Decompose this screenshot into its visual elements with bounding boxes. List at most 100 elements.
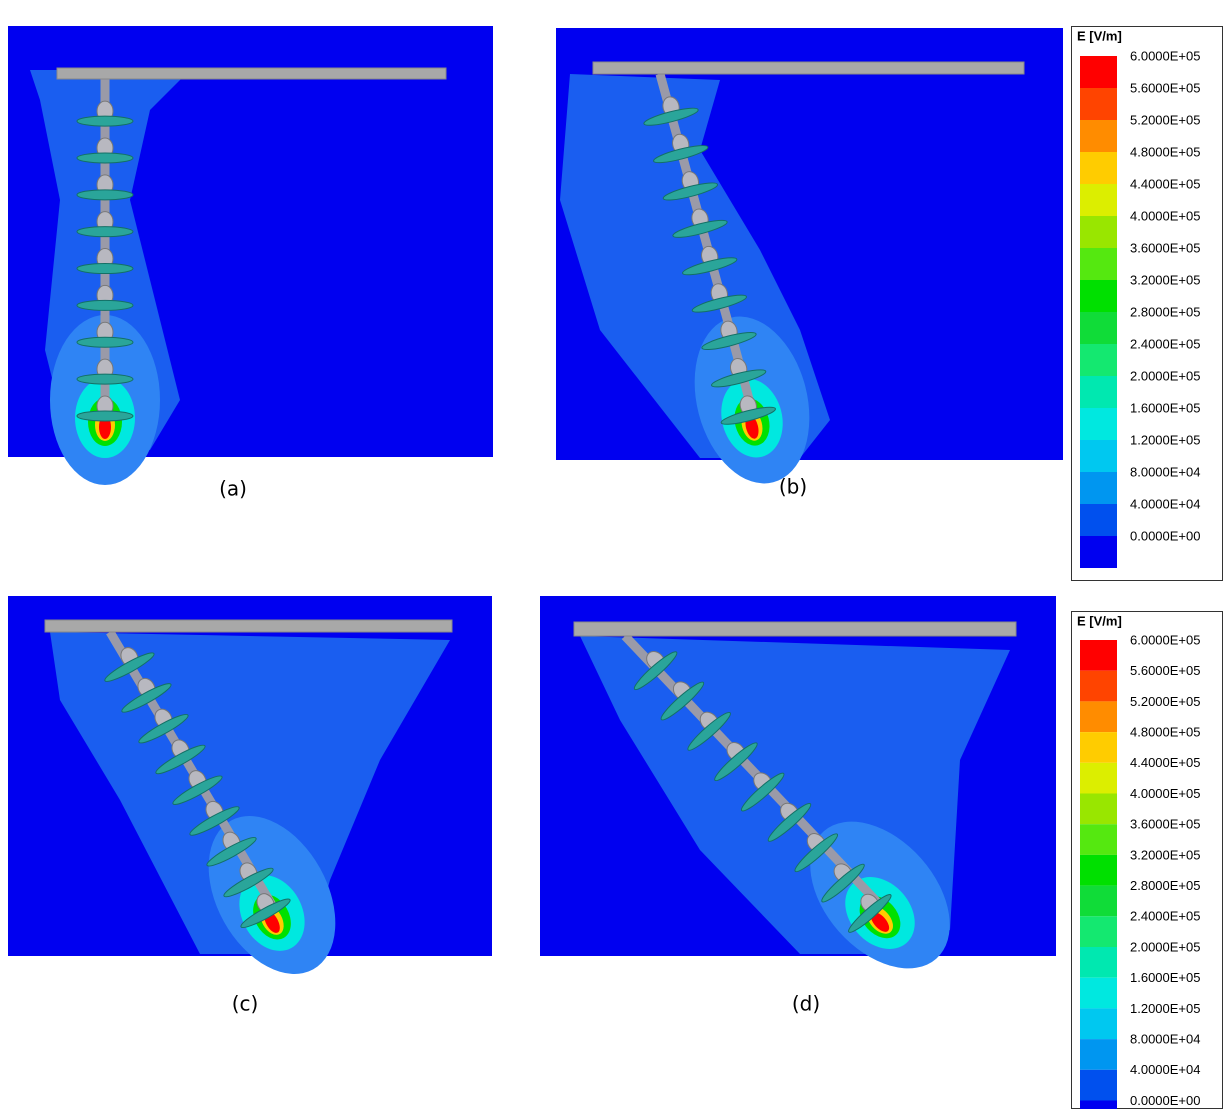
legend-label: 0.0000E+00 [1130, 528, 1200, 543]
legend-swatch [1080, 1008, 1117, 1040]
insulator-disc [138, 713, 189, 744]
insulator-disc [76, 410, 134, 422]
legend-label: 1.2000E+05 [1130, 1001, 1200, 1016]
tower-arm [573, 621, 1017, 637]
simulation-panel [8, 596, 492, 975]
insulator-disc [682, 257, 738, 276]
legend-swatch [1080, 376, 1117, 408]
insulator-disc [643, 107, 699, 126]
tower-arm [592, 61, 1025, 75]
legend-label: 6.0000E+05 [1130, 632, 1200, 647]
legend-swatch [1080, 120, 1117, 152]
legend-label: 1.6000E+05 [1130, 970, 1200, 985]
insulator-disc [76, 226, 134, 238]
legend-label: 8.0000E+04 [1130, 1032, 1200, 1047]
legend-swatch [1080, 504, 1117, 536]
insulator-disc [794, 833, 839, 873]
panel-label: (a) [219, 477, 247, 501]
legend-swatch [1080, 854, 1117, 886]
legend-swatch [1080, 1069, 1117, 1101]
legend-swatch [1080, 977, 1117, 1009]
legend-swatch [1080, 947, 1117, 978]
simulation-panel [540, 596, 1056, 969]
insulator-disc [189, 806, 240, 836]
insulator-disc [223, 867, 274, 898]
legend-label: 2.0000E+05 [1130, 368, 1200, 383]
legend-swatch [1080, 824, 1117, 855]
legend-label: 6.0000E+05 [1130, 48, 1200, 63]
insulator-disc [121, 683, 172, 713]
legend-swatch [1080, 344, 1117, 376]
legend-label: 4.4000E+05 [1130, 755, 1200, 770]
insulator-disc [660, 681, 705, 721]
legend-swatch [1080, 248, 1117, 280]
tower-arm [56, 67, 447, 80]
legend-swatch [1080, 56, 1117, 88]
legend-label: 5.2000E+05 [1130, 112, 1200, 127]
legend-label: 4.0000E+04 [1130, 1062, 1200, 1077]
simulation-panel [556, 28, 1063, 484]
insulator-disc [672, 219, 728, 238]
legend-swatch [1080, 152, 1117, 184]
legend-swatch [1080, 184, 1117, 216]
insulator-disc [633, 651, 678, 691]
legend-swatch [1080, 670, 1117, 702]
insulator-disc [206, 837, 257, 867]
legend-label: 2.8000E+05 [1130, 304, 1200, 319]
legend-label: 4.0000E+05 [1130, 786, 1200, 801]
insulator-disc [653, 145, 709, 164]
insulator-rod [106, 629, 276, 908]
legend-label: 3.6000E+05 [1130, 240, 1200, 255]
insulator-disc [76, 152, 134, 164]
legend-label: 4.4000E+05 [1130, 176, 1200, 191]
legend-swatch [1080, 280, 1117, 312]
field-halo [50, 632, 450, 954]
legend-swatch [1080, 536, 1117, 568]
panel-label: (d) [792, 992, 820, 1016]
insulator-disc [76, 336, 134, 348]
legend-swatch [1080, 701, 1117, 733]
insulator-disc [76, 373, 134, 385]
legend-swatch [1080, 1100, 1117, 1109]
insulator-rod [621, 632, 884, 909]
insulator-disc [76, 263, 134, 275]
legend-label: 0.0000E+00 [1130, 1093, 1200, 1108]
legend-swatch [1080, 440, 1117, 472]
insulator-disc [687, 711, 731, 751]
insulator-disc [714, 742, 758, 782]
legend-swatch [1080, 640, 1117, 671]
legend-swatch [1080, 1039, 1117, 1070]
legend-label: 8.0000E+04 [1130, 464, 1200, 479]
legend-label: 3.6000E+05 [1130, 817, 1200, 832]
legend-label: 5.6000E+05 [1130, 663, 1200, 678]
legend-label: 1.6000E+05 [1130, 400, 1200, 415]
legend-swatch [1080, 732, 1117, 763]
insulator-disc [104, 652, 155, 682]
insulator-rod [655, 72, 757, 412]
legend-title: E [V/m] [1077, 28, 1122, 43]
legend-title: E [V/m] [1077, 613, 1122, 628]
panel-label: (b) [779, 475, 807, 499]
field-core [870, 912, 890, 932]
insulator-disc [76, 299, 134, 311]
insulator-disc [848, 894, 892, 933]
legend-swatch [1080, 793, 1117, 825]
legend-label: 4.8000E+05 [1130, 144, 1200, 159]
insulator-disc [821, 863, 865, 903]
legend-swatch [1080, 762, 1117, 794]
legend-swatch [1080, 312, 1117, 344]
legend-label: 2.4000E+05 [1130, 909, 1200, 924]
legend-label: 2.8000E+05 [1130, 878, 1200, 893]
legend-swatch [1080, 88, 1117, 120]
insulator-disc [720, 406, 776, 425]
insulator-disc [767, 803, 812, 842]
legend-label: 1.2000E+05 [1130, 432, 1200, 447]
legend-label: 2.0000E+05 [1130, 939, 1200, 954]
panel-label: (c) [232, 992, 259, 1016]
legend-label: 5.2000E+05 [1130, 694, 1200, 709]
legend-swatch [1080, 216, 1117, 248]
legend-label: 3.2000E+05 [1130, 272, 1200, 287]
legend-label: 4.0000E+05 [1130, 208, 1200, 223]
insulator-disc [240, 898, 291, 929]
